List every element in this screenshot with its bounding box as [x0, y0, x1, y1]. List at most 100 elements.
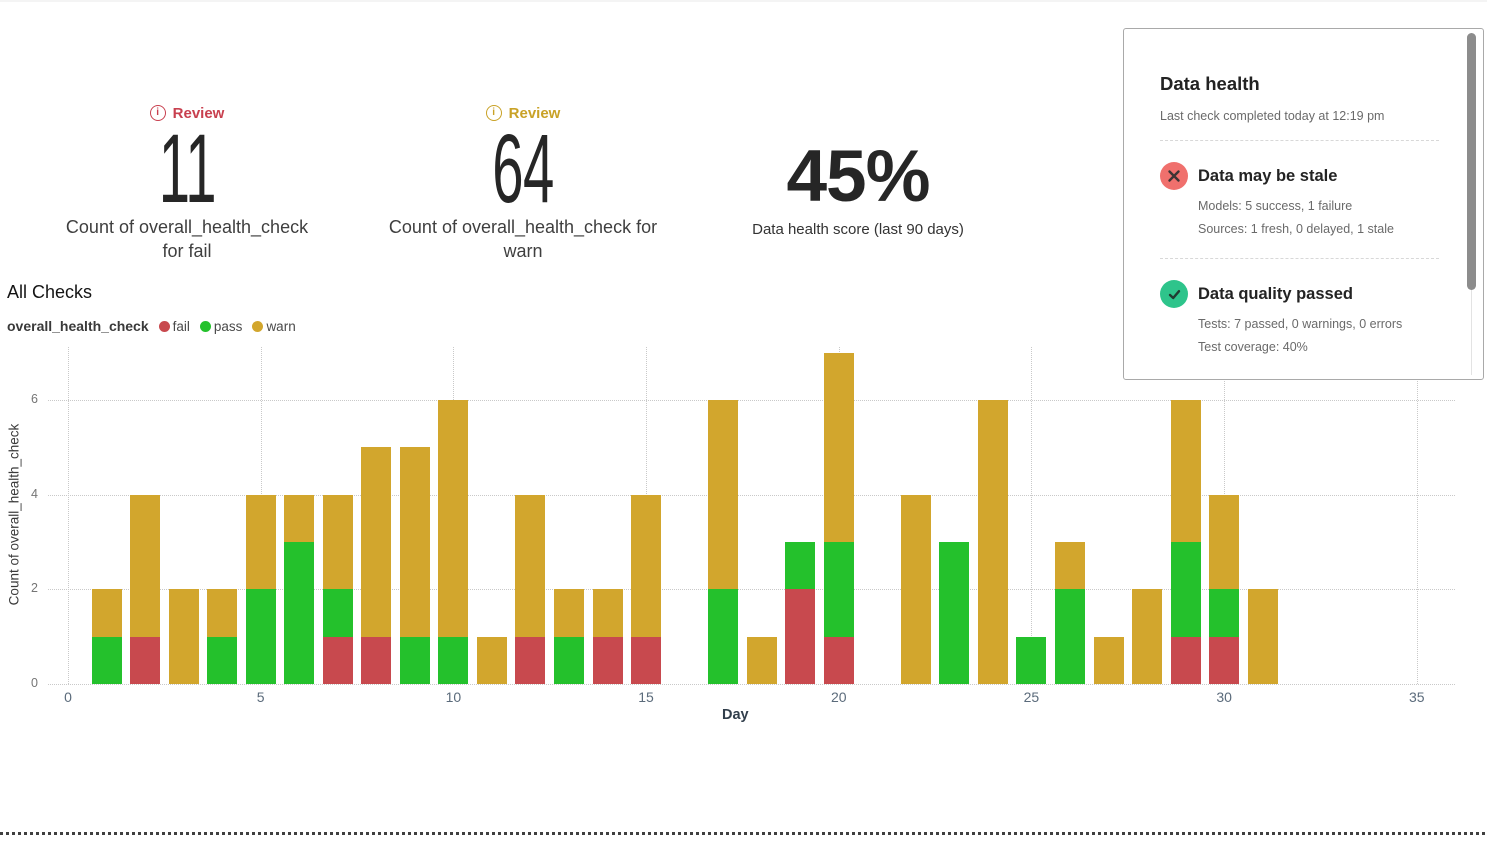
bar-day-14-fail[interactable] — [592, 636, 623, 684]
gridline — [48, 400, 1455, 401]
bar-day-26-warn[interactable] — [1054, 542, 1085, 590]
bar-day-5-warn[interactable] — [245, 494, 276, 590]
panel-section-freshness: Data may be stale Models: 5 success, 1 f… — [1160, 162, 1439, 236]
bar-day-13-pass[interactable] — [553, 636, 584, 684]
bar-day-8-warn[interactable] — [361, 447, 392, 637]
bar-day-19-fail[interactable] — [785, 589, 816, 684]
panel-title: Data health — [1160, 73, 1260, 94]
bar-day-12-fail[interactable] — [515, 636, 546, 684]
bar-day-29-fail[interactable] — [1170, 636, 1201, 684]
bar-day-4-warn[interactable] — [207, 589, 238, 637]
bar-day-9-pass[interactable] — [399, 636, 430, 684]
legend-item-warn[interactable]: warn — [252, 319, 296, 334]
bar-day-28-warn[interactable] — [1132, 589, 1163, 684]
kpi-fail-value: 11 — [158, 114, 216, 224]
bar-day-6-warn[interactable] — [284, 494, 315, 542]
divider — [1160, 258, 1439, 259]
kpi-fail-count: i Review 11 Count of overall_health_chec… — [40, 102, 334, 264]
legend-item-fail[interactable]: fail — [158, 319, 190, 334]
bar-day-30-pass[interactable] — [1209, 589, 1240, 637]
y-tick-label: 2 — [31, 581, 38, 596]
bar-day-14-warn[interactable] — [592, 589, 623, 637]
bar-day-20-fail[interactable] — [823, 636, 854, 684]
bar-day-30-fail[interactable] — [1209, 636, 1240, 684]
y-tick-label: 0 — [31, 676, 38, 690]
bar-day-15-warn[interactable] — [631, 494, 662, 637]
bar-day-6-pass[interactable] — [284, 542, 315, 684]
panel-detail-models: Models: 5 success, 1 failure — [1198, 199, 1353, 213]
bar-day-10-pass[interactable] — [438, 636, 469, 684]
panel-detail-tests: Tests: 7 passed, 0 warnings, 0 errors — [1198, 317, 1403, 331]
bar-day-15-fail[interactable] — [631, 636, 662, 684]
bar-day-3-warn[interactable] — [168, 589, 199, 684]
bar-day-17-warn[interactable] — [708, 400, 739, 590]
bar-day-1-warn[interactable] — [91, 589, 122, 637]
bar-day-29-pass[interactable] — [1170, 542, 1201, 637]
review-link-warn[interactable]: i Review — [368, 102, 678, 124]
gridline — [1031, 347, 1033, 684]
bar-day-25-pass[interactable] — [1016, 636, 1047, 684]
x-tick-label: 0 — [64, 689, 72, 705]
data-health-panel: Data health Last check completed today a… — [1123, 28, 1484, 380]
scrollbar-thumb[interactable] — [1467, 33, 1476, 290]
bar-day-17-pass[interactable] — [708, 589, 739, 684]
bar-day-22-warn[interactable] — [900, 494, 931, 684]
review-label: Review — [172, 104, 225, 122]
info-icon: i — [485, 105, 502, 121]
review-spacer — [718, 102, 998, 124]
bar-day-18-warn[interactable] — [746, 636, 777, 684]
bar-day-26-pass[interactable] — [1054, 589, 1085, 684]
bar-day-9-warn[interactable] — [399, 447, 430, 637]
bar-day-23-pass[interactable] — [939, 542, 970, 684]
bar-day-10-warn[interactable] — [438, 400, 469, 637]
bar-day-5-pass[interactable] — [245, 589, 276, 684]
gridline — [48, 494, 1455, 496]
panel-last-check: Last check completed today at 12:19 pm — [1160, 109, 1385, 123]
chart-legend: overall_health_check fail pass warn — [7, 318, 296, 334]
bar-day-27-warn[interactable] — [1093, 636, 1124, 684]
kpi-warn-count: i Review 64 Count of overall_health_chec… — [368, 102, 678, 264]
x-circle-icon — [1160, 162, 1188, 190]
panel-section-quality: Data quality passed Tests: 7 passed, 0 w… — [1160, 280, 1439, 354]
bar-day-20-pass[interactable] — [823, 542, 854, 637]
x-tick-label: 30 — [1216, 689, 1232, 705]
panel-section-title: Data may be stale — [1198, 166, 1338, 185]
review-link-fail[interactable]: i Review — [40, 102, 334, 124]
gridline — [48, 684, 1455, 685]
bar-day-2-warn[interactable] — [130, 494, 161, 637]
x-tick-label: 10 — [445, 689, 462, 705]
bar-day-8-fail[interactable] — [361, 636, 392, 684]
bar-day-31-warn[interactable] — [1247, 589, 1278, 684]
bar-day-4-pass[interactable] — [207, 636, 238, 684]
bar-day-2-fail[interactable] — [130, 636, 161, 684]
check-circle-icon — [1160, 280, 1188, 308]
x-tick-label: 25 — [1023, 689, 1040, 705]
kpi-fail-label: Count of overall_health_check for fail — [65, 217, 309, 262]
bar-day-7-warn[interactable] — [322, 494, 353, 590]
page-separator — [0, 832, 1487, 835]
bar-day-11-warn[interactable] — [476, 636, 507, 684]
panel-detail-coverage: Test coverage: 40% — [1198, 340, 1308, 354]
bar-day-1-pass[interactable] — [91, 636, 122, 684]
info-icon: i — [149, 105, 166, 121]
bar-day-12-warn[interactable] — [515, 494, 546, 637]
x-axis-title: Day — [722, 707, 749, 723]
kpi-health-score: 45% Data health score (last 90 days) — [718, 102, 998, 240]
bar-day-7-fail[interactable] — [322, 636, 353, 684]
fail-dot-icon — [158, 320, 170, 332]
bar-day-24-warn[interactable] — [977, 400, 1008, 684]
kpi-health-score-value: 45% — [786, 136, 930, 218]
bar-day-29-warn[interactable] — [1170, 400, 1201, 542]
bar-day-30-warn[interactable] — [1209, 494, 1240, 590]
gridline — [1416, 347, 1418, 684]
kpi-warn-label: Count of overall_health_check for warn — [388, 217, 658, 262]
legend-item-pass[interactable]: pass — [199, 319, 242, 334]
bar-day-19-pass[interactable] — [785, 542, 816, 590]
y-tick-label: 6 — [31, 392, 38, 406]
bar-day-13-warn[interactable] — [553, 589, 584, 637]
x-tick-label: 15 — [638, 689, 654, 705]
panel-detail-sources: Sources: 1 fresh, 0 delayed, 1 stale — [1198, 222, 1394, 236]
bar-day-7-pass[interactable] — [322, 589, 353, 637]
bar-day-20-warn[interactable] — [823, 352, 854, 542]
